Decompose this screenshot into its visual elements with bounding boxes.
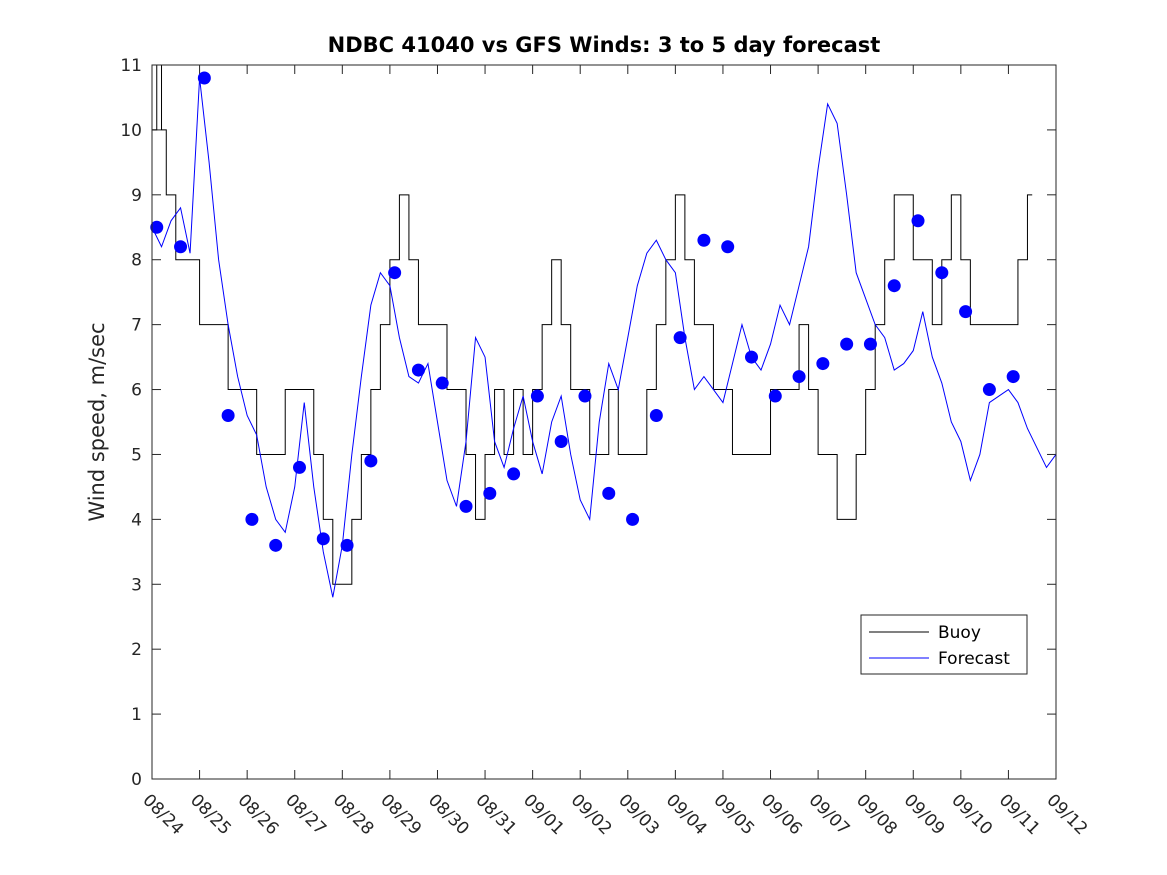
- forecast-marker: [816, 357, 830, 371]
- y-tick-label: 5: [131, 445, 142, 465]
- forecast-marker: [292, 460, 306, 474]
- y-tick-label: 8: [131, 251, 142, 271]
- forecast-marker: [221, 409, 235, 423]
- y-axis-label: Wind speed, m/sec: [85, 322, 109, 521]
- y-tick-label: 3: [131, 575, 142, 595]
- forecast-marker: [530, 389, 544, 403]
- forecast-marker: [887, 279, 901, 293]
- y-tick-label: 11: [120, 56, 142, 76]
- forecast-marker: [507, 467, 521, 481]
- chart-title: NDBC 41040 vs GFS Winds: 3 to 5 day fore…: [328, 33, 881, 57]
- y-tick-labels: 0 1 2 3 4 5 6 7 8 9 10 11: [120, 56, 142, 790]
- forecast-marker: [245, 512, 259, 526]
- forecast-marker: [459, 499, 473, 513]
- forecast-marker: [150, 220, 164, 234]
- legend: Buoy Forecast: [860, 614, 1028, 675]
- y-tick-label: 10: [120, 121, 142, 141]
- axis-ticks: [151, 64, 1057, 780]
- forecast-marker: [982, 383, 996, 397]
- forecast-marker: [483, 486, 497, 500]
- legend-box: [860, 614, 1028, 675]
- y-tick-label: 1: [131, 705, 142, 725]
- forecast-marker: [554, 434, 568, 448]
- forecast-marker: [649, 409, 663, 423]
- forecast-marker: [792, 370, 806, 384]
- buoy-line: [152, 64, 1033, 585]
- forecast-marker: [863, 337, 877, 351]
- y-tick-label: 6: [131, 381, 142, 401]
- buoy-series: [152, 64, 1033, 585]
- forecast-marker: [1006, 370, 1020, 384]
- forecast-marker: [673, 331, 687, 345]
- y-tick-label: 9: [131, 186, 142, 206]
- forecast-marker: [959, 305, 973, 319]
- forecast-marker: [388, 266, 402, 280]
- forecast-markers: [150, 71, 1020, 552]
- forecast-series: [151, 77, 1057, 598]
- forecast-marker: [411, 363, 425, 377]
- forecast-marker: [340, 538, 354, 552]
- forecast-marker: [721, 240, 735, 254]
- forecast-marker: [697, 233, 711, 247]
- forecast-marker: [840, 337, 854, 351]
- forecast-marker: [935, 266, 949, 280]
- legend-forecast-label: Forecast: [938, 649, 1010, 669]
- forecast-marker: [768, 389, 782, 403]
- forecast-marker: [602, 486, 616, 500]
- forecast-marker: [626, 512, 640, 526]
- forecast-marker: [174, 240, 188, 254]
- y-tick-label: 4: [131, 510, 142, 530]
- y-tick-label: 7: [131, 316, 142, 336]
- y-tick-label: 2: [131, 640, 142, 660]
- forecast-marker: [578, 389, 592, 403]
- forecast-line: [151, 77, 1057, 598]
- forecast-marker: [435, 376, 449, 390]
- forecast-marker: [197, 71, 211, 85]
- forecast-marker: [269, 538, 283, 552]
- y-tick-label: 0: [131, 770, 142, 790]
- forecast-marker: [911, 214, 925, 228]
- legend-buoy-label: Buoy: [938, 623, 981, 643]
- forecast-marker: [316, 532, 330, 546]
- forecast-marker: [744, 350, 758, 364]
- plot-frame: [151, 64, 1057, 780]
- forecast-marker: [364, 454, 378, 468]
